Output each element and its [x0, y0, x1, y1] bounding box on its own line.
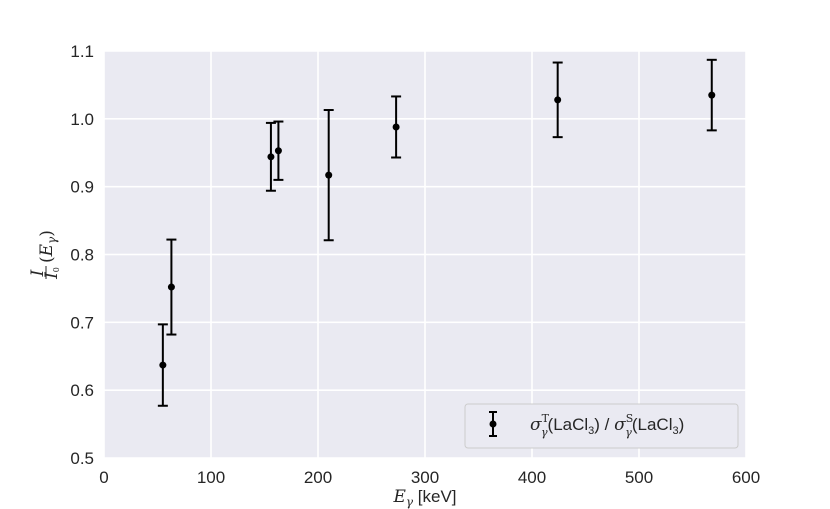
data-point	[166, 238, 177, 336]
data-point	[273, 120, 284, 181]
y-tick-label: 0.8	[70, 246, 94, 265]
point-marker	[267, 153, 275, 161]
y-axis-label: I I0 (Eγ)	[28, 230, 62, 280]
x-tick-label: 0	[99, 468, 108, 487]
x-tick-label: 600	[732, 468, 760, 487]
y-tick-label: 0.7	[70, 313, 94, 332]
point-marker	[708, 91, 716, 99]
point-marker	[159, 361, 167, 369]
data-point	[323, 109, 334, 242]
grid-lines	[103, 50, 747, 459]
point-marker	[325, 171, 333, 179]
data-point	[391, 95, 402, 159]
legend: σT γ(LaCl3) / σS γ(LaCl3)	[464, 403, 739, 449]
point-marker	[392, 123, 400, 131]
legend-label: σT γ(LaCl3) / σS γ(LaCl3)	[530, 412, 684, 439]
point-marker	[167, 283, 175, 291]
data-points	[157, 58, 717, 407]
y-tick-label: 1.1	[70, 42, 94, 61]
x-label-unit: [keV]	[413, 487, 456, 506]
x-label-subscript: γ	[406, 495, 414, 509]
data-point	[552, 61, 563, 139]
y-label-numerator: I	[28, 269, 48, 277]
point-marker	[274, 147, 282, 155]
y-label-argument: (Eγ)	[37, 230, 59, 263]
x-tick-label: 300	[411, 468, 439, 487]
data-point	[157, 323, 168, 407]
y-tick-label: 0.9	[70, 178, 94, 197]
legend-marker	[489, 411, 497, 437]
y-label-denominator: I0	[42, 267, 62, 280]
x-tick-labels: 0 100 200 300 400 500 600	[99, 468, 760, 487]
data-point	[265, 121, 276, 192]
x-tick-label: 400	[518, 468, 546, 487]
legend-box	[464, 403, 739, 449]
x-label-symbol: E	[392, 487, 406, 507]
x-tick-label: 500	[625, 468, 653, 487]
x-tick-label: 100	[197, 468, 225, 487]
y-tick-labels: 0.5 0.6 0.7 0.8 0.9 1.0 1.1	[70, 42, 94, 468]
point-marker	[554, 96, 562, 104]
data-point	[706, 58, 717, 132]
y-tick-label: 1.0	[70, 110, 94, 129]
x-axis-label: Eγ [keV]	[392, 487, 456, 509]
y-tick-label: 0.6	[70, 381, 94, 400]
x-tick-label: 200	[304, 468, 332, 487]
y-tick-label: 0.5	[70, 449, 94, 468]
